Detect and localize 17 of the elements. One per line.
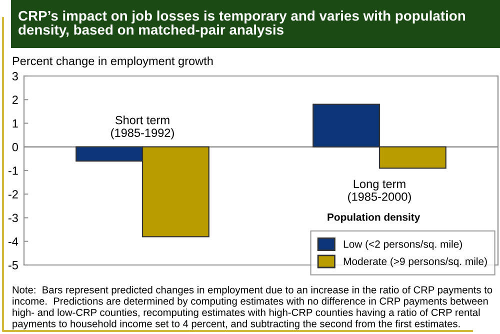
y-tick-label: -1 (8, 166, 18, 175)
chart-title: CRP’s impact on job losses is temporary and varies with population density, based on matched-pair analysis (18, 10, 466, 38)
y-tick-label: 3 (12, 72, 18, 80)
x-tick-label: Long term (1985-2000) (348, 180, 411, 204)
y-tick-label: -3 (8, 214, 18, 222)
y-tick-label: 2 (12, 96, 18, 104)
legend-label: Moderate (>9 persons/sq. mile) (344, 257, 487, 268)
legend-label: Low (<2 persons/sq. mile) (344, 240, 462, 250)
y-tick-label: 0 (12, 142, 18, 152)
y-tick-label: -5 (8, 261, 18, 270)
y-axis-title: Percent change in employment growth (12, 56, 213, 68)
y-tick-label: -2 (8, 190, 18, 198)
y-tick-label: 1 (12, 119, 18, 128)
legend-title: Population density (328, 213, 420, 223)
x-tick-label: Short term (1985-1992) (111, 116, 174, 140)
y-tick-label: -4 (8, 238, 18, 246)
text: Note: Bars represent predicted changes in employment due to an increase in the ratio of CRP payments to income. Predictions are determined by computing estimates with no difference in CRP payments between high- and low-CRP counties, recomputing estimates with high-CRP counties having a ratio of CRP rental payments to household income set to 4 percent, and subtracting the second from the first estimates. (12, 286, 492, 330)
